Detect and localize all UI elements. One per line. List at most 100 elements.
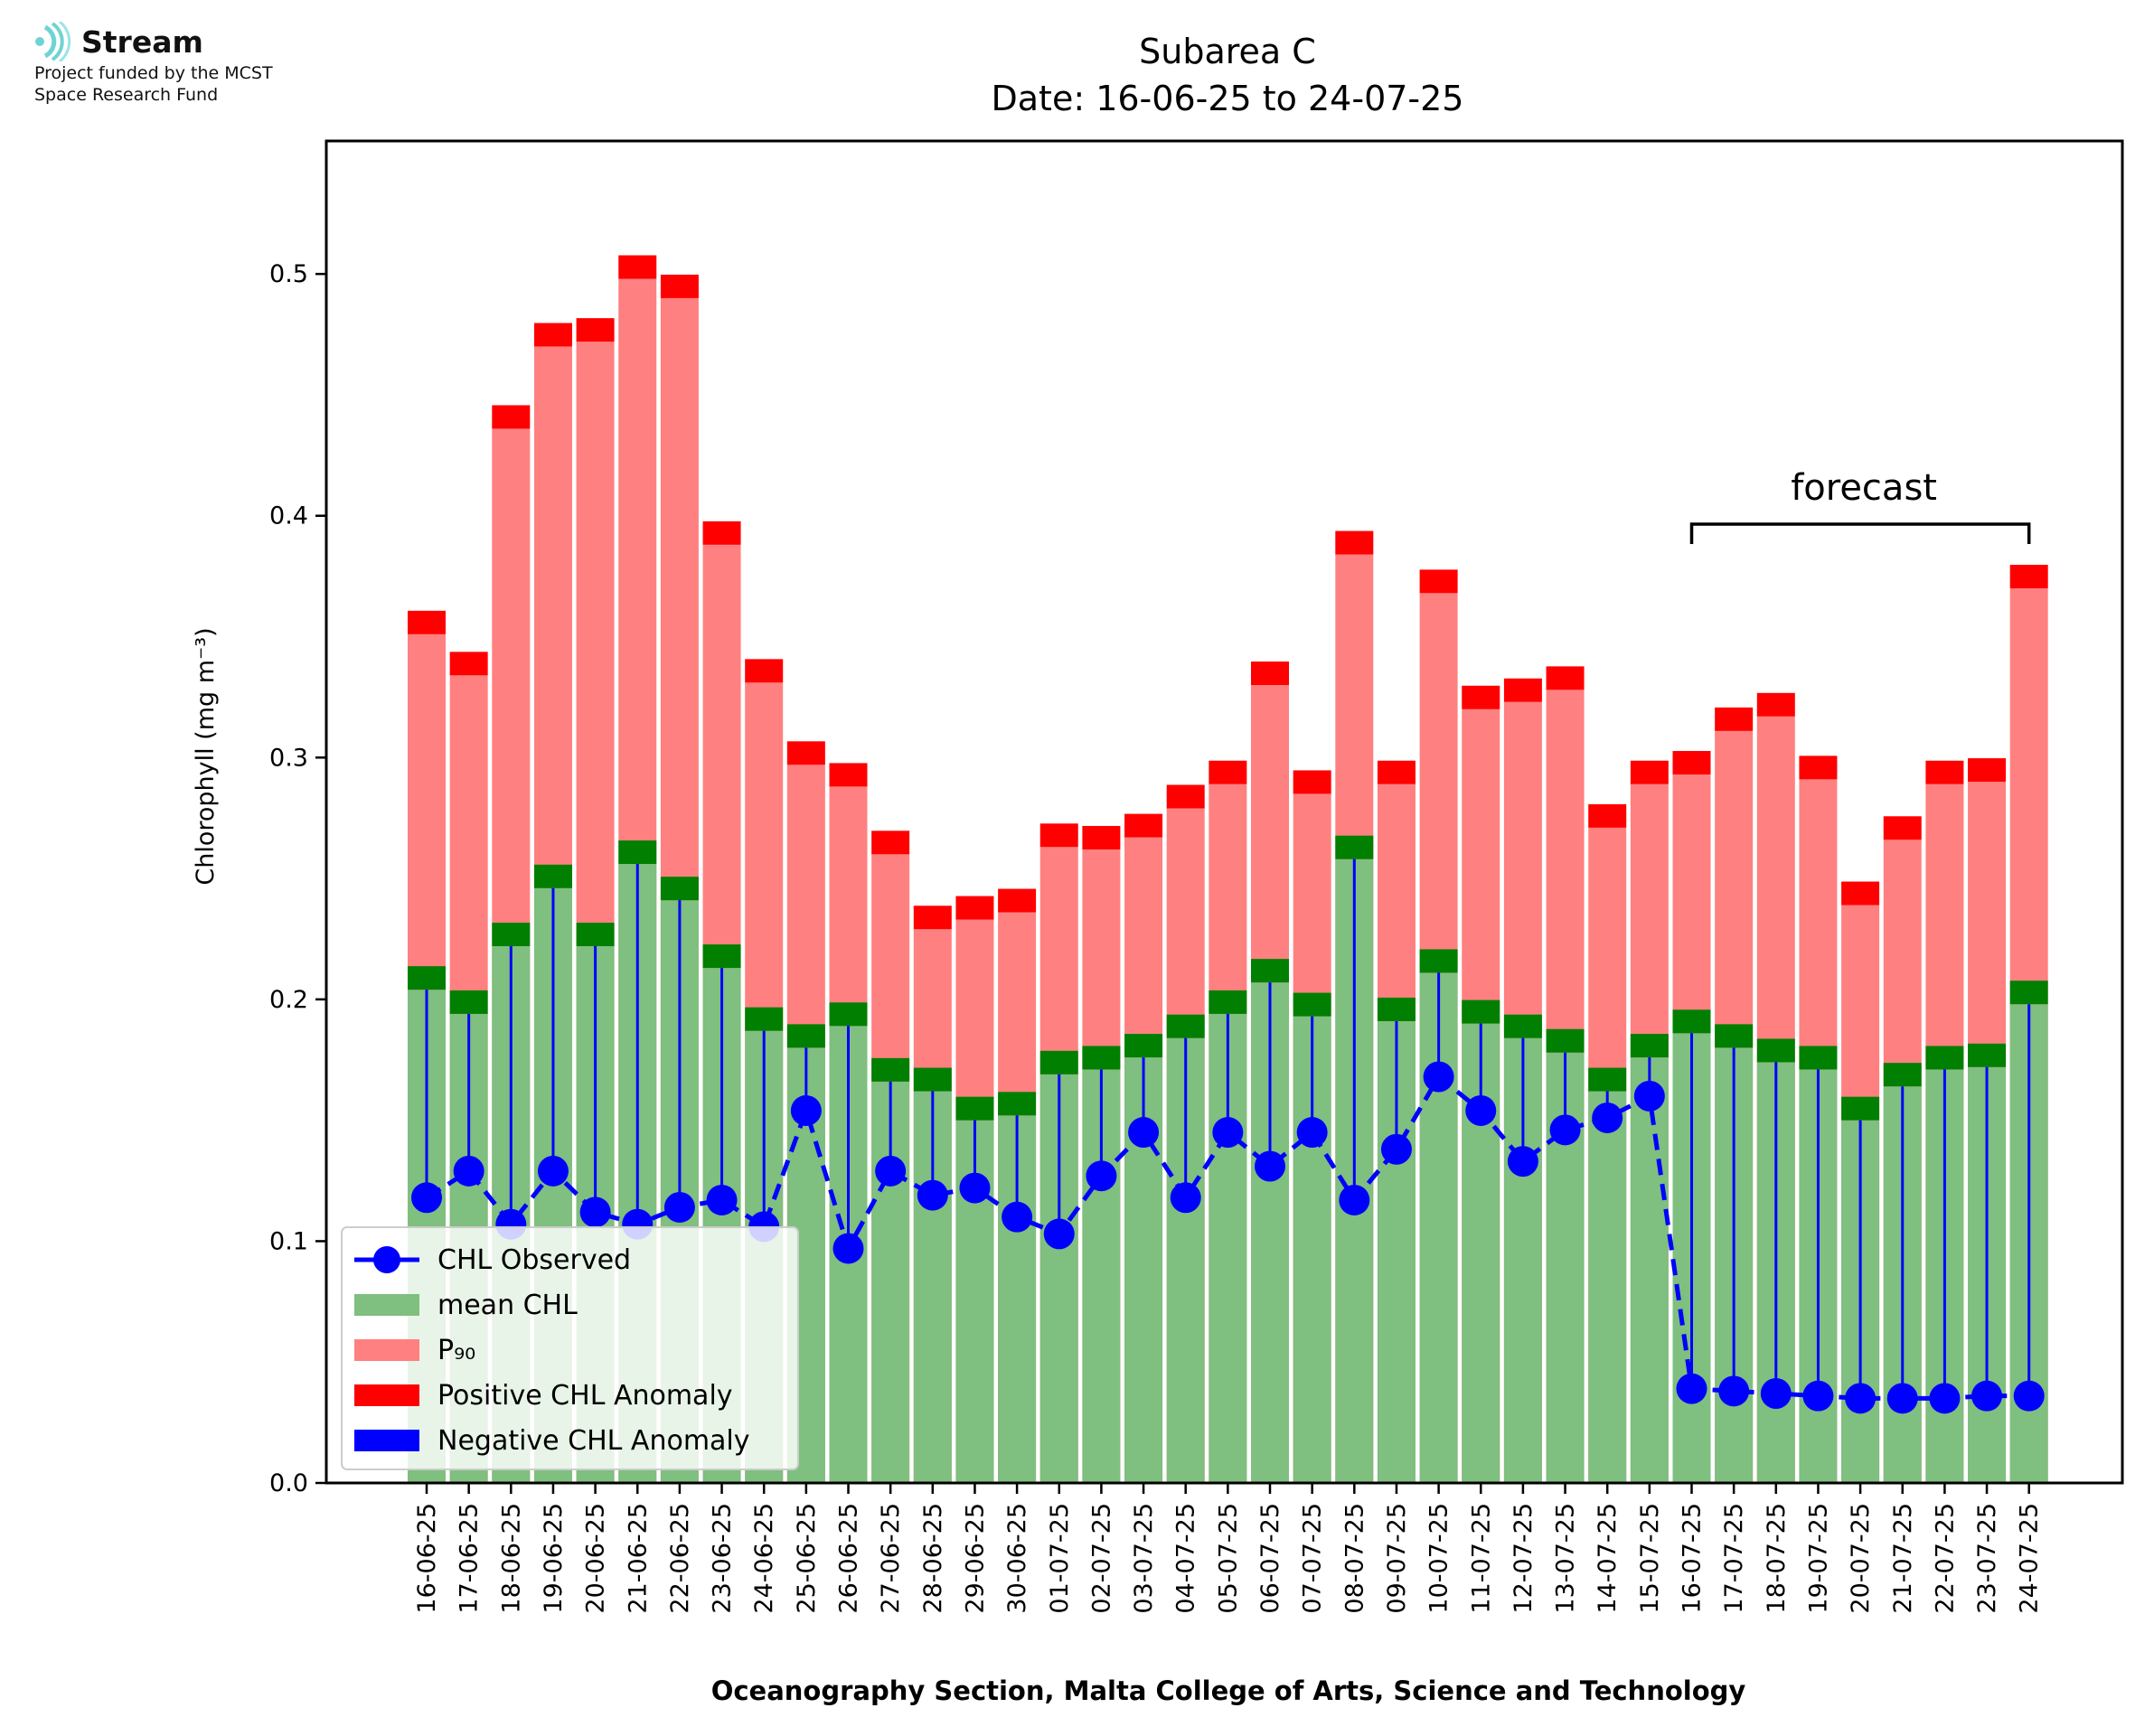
p90-cap-bar	[2009, 565, 2048, 588]
legend-item-negative-anomaly: Negative CHL Anomaly	[437, 1425, 750, 1457]
chl-observed-point	[453, 1155, 484, 1187]
mean-cap-bar	[1672, 1009, 1711, 1034]
mean-cap-bar	[1925, 1046, 1964, 1070]
x-tick-label: 19-06-25	[540, 1503, 568, 1614]
p90-cap-bar	[1335, 530, 1374, 555]
x-tick-label: 03-07-25	[1130, 1503, 1158, 1614]
x-tick-label: 10-07-25	[1425, 1503, 1453, 1614]
mean-cap-bar	[1588, 1067, 1627, 1092]
legend-item-positive-anomaly: Positive CHL Anomaly	[437, 1380, 733, 1412]
y-tick-label: 0.5	[269, 260, 308, 288]
x-tick-label: 22-06-25	[666, 1503, 694, 1614]
x-axis-label: Oceanography Section, Malta College of A…	[711, 1675, 1746, 1706]
legend-patch-swatch	[354, 1294, 419, 1316]
chl-observed-point	[832, 1233, 864, 1264]
p90-cap-bar	[1883, 816, 1922, 840]
mean-cap-bar	[1546, 1028, 1585, 1053]
mean-cap-bar	[618, 840, 657, 865]
legend-patch-swatch	[354, 1384, 419, 1406]
x-tick-label: 15-07-25	[1636, 1503, 1664, 1614]
chl-observed-point	[1170, 1182, 1201, 1214]
mean-cap-bar	[1883, 1063, 1922, 1087]
chl-observed-point	[2013, 1380, 2045, 1412]
chart-title: Subarea C	[1139, 32, 1316, 71]
p90-cap-bar	[576, 318, 615, 343]
mean-cap-bar	[1377, 997, 1416, 1021]
p90-cap-bar	[913, 906, 952, 930]
mean-cap-bar	[576, 923, 615, 946]
chl-observed-point	[959, 1172, 991, 1204]
x-tick-label: 26-06-25	[835, 1503, 863, 1614]
mean-cap-bar	[1166, 1014, 1205, 1038]
p90-cap-bar	[408, 610, 446, 634]
mean-cap-bar	[1462, 999, 1500, 1024]
mean-cap-bar	[745, 1007, 784, 1031]
chl-observed-point	[1339, 1184, 1370, 1215]
mean-cap-bar	[408, 966, 446, 990]
legend-item-chl-observed: CHL Observed	[437, 1244, 631, 1276]
mean-chl-bar	[1588, 1091, 1627, 1483]
x-tick-label: 21-07-25	[1889, 1503, 1917, 1614]
chl-observed-point	[411, 1182, 442, 1214]
stream-logo: Stream Project funded by the MCST Space …	[34, 22, 273, 105]
p90-cap-bar	[829, 763, 868, 787]
p90-cap-bar	[1082, 825, 1121, 849]
forecast-annotation-layer: forecast	[1689, 467, 2031, 544]
p90-cap-bar	[1630, 760, 1669, 784]
chl-observed-point	[917, 1179, 948, 1211]
mean-cap-bar	[1209, 990, 1247, 1014]
y-tick-label: 0.2	[269, 986, 308, 1014]
x-tick-label: 13-07-25	[1552, 1503, 1580, 1614]
x-tick-label: 18-07-25	[1763, 1503, 1791, 1614]
mean-cap-bar	[998, 1092, 1037, 1116]
mean-cap-bar	[492, 923, 531, 946]
mean-cap-bar	[660, 877, 699, 901]
chl-observed-point	[790, 1094, 822, 1126]
chl-observed-point	[537, 1155, 569, 1187]
forecast-label: forecast	[1791, 467, 1937, 509]
x-tick-label: 29-06-25	[961, 1503, 989, 1614]
chl-observed-point	[1380, 1133, 1412, 1165]
x-tick-label: 27-06-25	[877, 1503, 905, 1614]
x-tick-label: 18-06-25	[497, 1503, 525, 1614]
y-axis-label: Chlorophyll (mg m⁻³)	[192, 627, 220, 885]
chl-observed-point	[1676, 1373, 1707, 1404]
chl-observed-point	[1633, 1080, 1665, 1112]
p90-cap-bar	[871, 830, 910, 855]
mean-cap-bar	[702, 944, 741, 969]
x-tick-label: 28-06-25	[919, 1503, 947, 1614]
chl-observed-point	[1002, 1201, 1033, 1233]
y-tick-label: 0.4	[269, 502, 308, 530]
chl-observed-point	[1212, 1117, 1244, 1149]
chl-observed-point	[1086, 1160, 1117, 1192]
stream-wave-icon	[35, 22, 71, 61]
x-tick-label: 20-06-25	[582, 1503, 610, 1614]
p90-cap-bar	[1925, 760, 1964, 784]
p90-cap-bar	[1756, 692, 1795, 717]
legend-item-mean-chl: mean CHL	[437, 1290, 578, 1321]
mean-cap-bar	[786, 1024, 825, 1048]
p90-cap-bar	[1841, 881, 1880, 906]
p90-cap-bar	[1546, 666, 1585, 690]
p90-cap-bar	[1968, 758, 2007, 783]
x-tick-label: 16-07-25	[1679, 1503, 1707, 1614]
p90-cap-bar	[745, 659, 784, 683]
x-tick-label: 21-06-25	[624, 1503, 652, 1614]
p90-cap-bar	[702, 521, 741, 545]
chl-observed-point	[1971, 1380, 2003, 1412]
legend: CHL Observed mean CHL P₉₀ Positive CHL Anom…	[341, 1226, 799, 1470]
chl-observed-point	[1886, 1383, 1918, 1414]
legend-patch-swatch	[354, 1339, 419, 1361]
x-tick-label: 02-07-25	[1087, 1503, 1115, 1614]
chl-observed-point	[1929, 1383, 1961, 1414]
x-tick-label: 06-07-25	[1256, 1503, 1284, 1614]
forecast-bracket	[1689, 522, 2031, 544]
chl-observed-point	[1296, 1117, 1328, 1149]
legend-item-p90: P₉₀	[437, 1335, 475, 1366]
mean-cap-bar	[1630, 1034, 1669, 1058]
x-tick-label: 24-06-25	[750, 1503, 778, 1614]
mean-chl-bar	[1630, 1057, 1669, 1483]
x-tick-label: 17-07-25	[1720, 1503, 1748, 1614]
chl-observed-point	[579, 1196, 611, 1228]
p90-cap-bar	[1419, 569, 1458, 594]
